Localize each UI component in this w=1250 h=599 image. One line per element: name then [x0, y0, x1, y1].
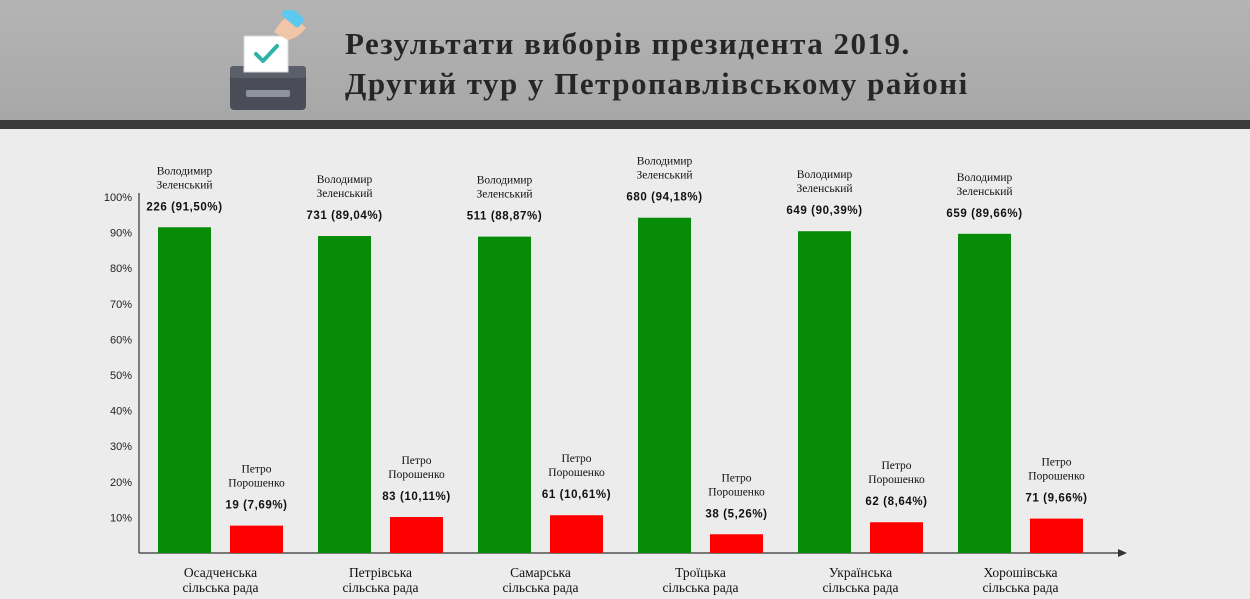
series-name-label: Порошенко: [868, 474, 925, 486]
bar: [958, 233, 1011, 553]
series-name-label: Володимир: [797, 169, 853, 181]
category-label: сільська рада: [982, 580, 1058, 595]
series-name-label: Володимир: [317, 174, 373, 186]
data-label: 659 (89,66%): [946, 208, 1022, 220]
y-tick-label: 70%: [110, 299, 132, 311]
series-name-label: Зеленський: [956, 186, 1012, 198]
series-name-label: Порошенко: [1028, 471, 1085, 483]
bar: [318, 236, 371, 553]
bar: [1030, 518, 1083, 553]
series-name-label: Володимир: [477, 175, 533, 187]
data-label: 680 (94,18%): [626, 192, 702, 204]
series-name-label: Зеленський: [156, 179, 212, 191]
series-name-label: Петро: [881, 460, 911, 472]
series-name-label: Володимир: [637, 156, 693, 168]
data-label: 62 (8,64%): [865, 496, 927, 508]
x-axis-arrow: [1118, 549, 1127, 557]
bar: [710, 534, 763, 553]
series-name-label: Порошенко: [228, 478, 285, 490]
series-name-label: Петро: [1041, 457, 1071, 469]
series-name-label: Володимир: [157, 165, 213, 177]
bar: [478, 236, 531, 553]
category-label: Хорошівська: [983, 565, 1057, 580]
y-tick-label: 90%: [110, 228, 132, 240]
page-title: Результати виборів президента 2019. Друг…: [345, 24, 969, 104]
category-label: Петрівська: [349, 565, 412, 580]
series-name-label: Порошенко: [388, 469, 445, 481]
category-label: сільська рада: [182, 580, 258, 595]
series-name-label: Зеленський: [636, 170, 692, 182]
data-label: 38 (5,26%): [705, 508, 767, 520]
category-label: Осадченська: [184, 565, 257, 580]
bar: [870, 522, 923, 553]
y-tick-label: 20%: [110, 477, 132, 489]
bar: [230, 525, 283, 553]
series-name-label: Петро: [721, 472, 751, 484]
y-tick-label: 30%: [110, 441, 132, 453]
data-label: 61 (10,61%): [542, 489, 611, 501]
bar: [390, 517, 443, 553]
bar: [638, 217, 691, 553]
y-tick-label: 10%: [110, 512, 132, 524]
data-label: 649 (90,39%): [786, 205, 862, 217]
category-label: сільська рада: [822, 580, 898, 595]
category-label: сільська рада: [662, 580, 738, 595]
data-label: 83 (10,11%): [382, 491, 451, 503]
data-label: 511 (88,87%): [467, 211, 543, 223]
category-label: Самарська: [510, 565, 571, 580]
series-name-label: Петро: [401, 455, 431, 467]
data-label: 226 (91,50%): [146, 201, 222, 213]
series-name-label: Зеленський: [316, 188, 372, 200]
y-tick-label: 80%: [110, 263, 132, 275]
series-name-label: Зеленський: [476, 189, 532, 201]
y-tick-label: 100%: [104, 192, 132, 204]
series-name-label: Зеленський: [796, 183, 852, 195]
category-label: сільська рада: [502, 580, 578, 595]
y-tick-label: 60%: [110, 334, 132, 346]
category-label: сільська рада: [342, 580, 418, 595]
series-name-label: Петро: [561, 453, 591, 465]
series-name-label: Петро: [241, 464, 271, 476]
title-line-2: Другий тур у Петропавлівському районі: [345, 66, 969, 101]
bar: [550, 515, 603, 553]
y-tick-label: 40%: [110, 406, 132, 418]
series-name-label: Порошенко: [548, 467, 605, 479]
bar: [798, 231, 851, 553]
title-line-1: Результати виборів президента 2019.: [345, 26, 911, 61]
series-name-label: Порошенко: [708, 486, 765, 498]
series-name-label: Володимир: [957, 172, 1013, 184]
data-label: 731 (89,04%): [306, 210, 382, 222]
y-tick-label: 50%: [110, 370, 132, 382]
data-label: 71 (9,66%): [1025, 493, 1087, 505]
bar: [158, 227, 211, 553]
election-bar-chart: 10% 20% 30% 40% 50% 60% 70% 80% 90% 100% 226 (91,5…: [104, 156, 1127, 595]
data-label: 19 (7,69%): [225, 500, 287, 512]
header-divider: [0, 120, 1250, 129]
header: [0, 0, 1250, 120]
category-label: Троїцька: [675, 565, 726, 580]
ballot-box-icon: [230, 10, 306, 110]
category-label: Українська: [829, 565, 892, 580]
